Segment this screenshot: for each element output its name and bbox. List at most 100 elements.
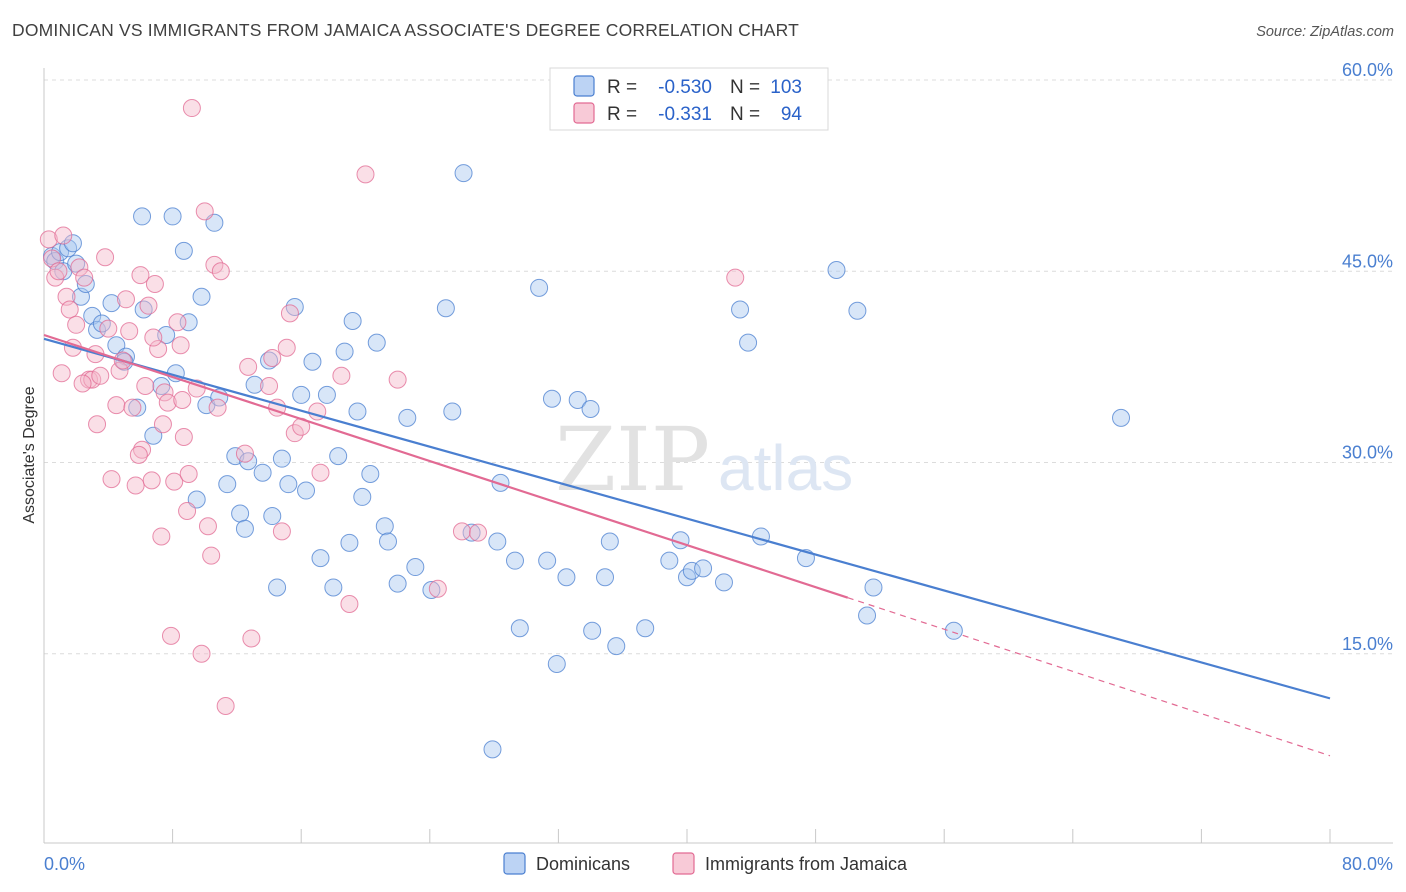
legend-r-value-2: -0.331 xyxy=(658,104,712,125)
data-point xyxy=(356,165,375,184)
data-point xyxy=(54,226,73,245)
y-axis-title: Associate's Degree xyxy=(21,386,38,523)
data-point xyxy=(348,402,367,421)
data-point xyxy=(682,561,701,580)
data-point xyxy=(52,364,71,383)
data-point xyxy=(260,351,279,370)
data-point xyxy=(131,266,150,285)
data-point xyxy=(848,301,867,320)
data-point xyxy=(542,389,561,408)
data-point xyxy=(67,315,86,334)
data-point xyxy=(216,697,235,716)
data-point xyxy=(174,241,193,260)
legend: R = -0.530 N = 103 R = -0.331 N = 94 xyxy=(549,67,829,131)
data-point xyxy=(739,333,758,352)
data-point xyxy=(168,313,187,332)
legend-r-label-2: R = xyxy=(607,104,637,125)
legend-box xyxy=(549,67,829,131)
data-point xyxy=(329,447,348,466)
series-dominicans-points xyxy=(43,164,1131,759)
data-point xyxy=(600,532,619,551)
data-point xyxy=(145,275,164,293)
y-tick-labels: 15.0% 30.0% 45.0% 60.0% xyxy=(1342,60,1393,654)
data-point xyxy=(335,342,354,361)
data-point xyxy=(218,475,237,494)
data-point xyxy=(406,558,425,577)
legend-swatch-jamaica xyxy=(573,102,595,124)
data-point xyxy=(123,398,142,417)
data-point xyxy=(263,507,282,526)
data-point xyxy=(557,568,576,587)
data-point xyxy=(488,532,507,551)
axes xyxy=(43,68,1393,844)
data-point xyxy=(375,517,394,536)
data-point xyxy=(272,522,291,541)
data-point xyxy=(263,348,282,367)
data-point xyxy=(129,445,148,464)
data-point xyxy=(636,619,655,638)
x-tick-min: 0.0% xyxy=(44,854,85,874)
data-point xyxy=(324,578,343,597)
bottom-legend-swatch-dominicans xyxy=(503,852,526,875)
y-tick-label-30: 30.0% xyxy=(1342,443,1393,463)
data-point xyxy=(211,262,230,281)
data-point xyxy=(581,399,600,418)
bottom-legend-label-jamaica: Immigrants from Jamaica xyxy=(705,854,908,874)
data-point xyxy=(152,527,171,546)
data-point xyxy=(126,476,145,495)
data-point xyxy=(714,573,733,592)
data-point xyxy=(39,230,58,249)
data-point xyxy=(317,385,336,404)
data-point xyxy=(491,473,510,492)
data-point xyxy=(60,300,79,319)
data-point xyxy=(462,523,481,542)
data-point xyxy=(120,322,139,341)
data-point xyxy=(678,568,696,587)
data-point xyxy=(279,475,298,494)
data-point xyxy=(195,202,214,221)
data-point xyxy=(49,262,68,281)
legend-n-label-2: N = xyxy=(730,104,760,125)
data-point xyxy=(340,533,359,552)
trend-line-1 xyxy=(43,333,849,599)
data-point xyxy=(171,336,190,355)
data-point xyxy=(133,207,152,226)
data-point xyxy=(76,275,95,293)
data-point xyxy=(530,278,549,297)
data-point xyxy=(142,471,161,490)
data-point xyxy=(547,654,566,673)
data-point xyxy=(253,463,272,482)
data-point xyxy=(110,361,129,380)
data-point xyxy=(99,319,118,338)
data-point xyxy=(292,385,311,404)
data-point xyxy=(192,287,211,306)
data-point xyxy=(231,504,250,523)
y-tick-label-60: 60.0% xyxy=(1342,60,1393,80)
data-point xyxy=(361,464,380,483)
data-point xyxy=(726,268,745,287)
data-point xyxy=(731,300,750,319)
data-point xyxy=(827,260,846,279)
series-jamaica-points xyxy=(39,99,745,716)
data-point xyxy=(398,408,417,427)
data-point xyxy=(70,258,89,277)
data-point xyxy=(63,234,82,253)
data-point xyxy=(235,444,254,463)
data-point xyxy=(75,268,94,287)
y-tick-label-15: 15.0% xyxy=(1342,634,1393,654)
data-point xyxy=(443,402,462,421)
data-point xyxy=(332,366,351,385)
data-point xyxy=(73,374,92,393)
data-point xyxy=(505,551,524,570)
data-point xyxy=(202,546,221,565)
data-point xyxy=(187,490,206,509)
data-point xyxy=(198,517,217,536)
data-point xyxy=(944,621,963,640)
data-point xyxy=(158,393,177,412)
data-point xyxy=(205,255,224,274)
chart-title: DOMINICAN VS IMMIGRANTS FROM JAMAICA ASS… xyxy=(12,20,800,40)
trend-line-dashed-1 xyxy=(847,597,1331,757)
data-point xyxy=(285,424,304,443)
y-tick-label-45: 45.0% xyxy=(1342,251,1393,271)
watermark: ZIP atlas xyxy=(555,408,853,511)
